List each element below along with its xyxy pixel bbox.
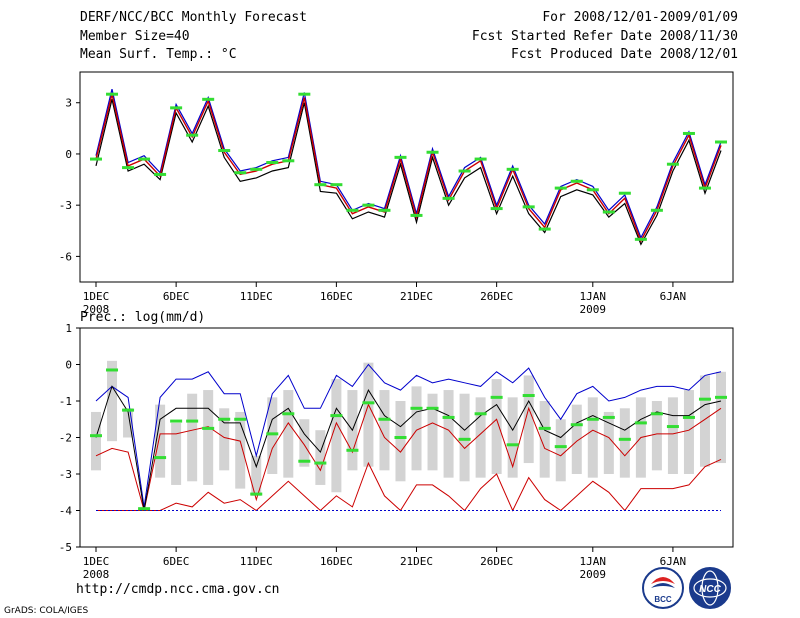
y-tick-label: 1 bbox=[65, 322, 72, 335]
prec-box bbox=[651, 401, 662, 471]
prec-box bbox=[475, 397, 486, 478]
prec-box bbox=[507, 397, 518, 478]
y-tick-label: 0 bbox=[65, 359, 72, 372]
header-period: For 2008/12/01-2009/01/09 bbox=[542, 10, 738, 25]
x-tick-label: 1DEC bbox=[83, 555, 110, 568]
x-tick-label: 21DEC bbox=[400, 555, 433, 568]
x-tick-label: 6DEC bbox=[163, 290, 190, 303]
precip-title: Prec.: log(mm/d) bbox=[80, 310, 206, 325]
header-title: DERF/NCC/BCC Monthly Forecast bbox=[80, 10, 307, 25]
y-tick-label: 3 bbox=[65, 97, 72, 110]
prec-box bbox=[219, 408, 230, 471]
y-tick-label: -4 bbox=[59, 505, 73, 518]
x-tick-label: 11DEC bbox=[240, 555, 273, 568]
prec-box bbox=[395, 401, 406, 482]
prec-box bbox=[427, 393, 438, 471]
prec-box bbox=[171, 422, 182, 485]
bcc-logo: BCC bbox=[642, 567, 684, 609]
prec-box bbox=[123, 408, 134, 438]
prec-box bbox=[459, 393, 470, 482]
prec-max-line bbox=[95, 363, 722, 507]
x-tick-label: 1JAN bbox=[580, 290, 607, 303]
prec-box bbox=[587, 397, 598, 478]
prec-box bbox=[203, 390, 214, 485]
prec-box bbox=[619, 408, 630, 478]
ncc-logo: NCC bbox=[689, 567, 731, 609]
logo-group: BCC NCC bbox=[642, 567, 731, 609]
x-tick-label: 26DEC bbox=[480, 555, 513, 568]
prec-box bbox=[187, 393, 198, 482]
temp-lower-line bbox=[95, 99, 722, 246]
prec-box bbox=[443, 390, 454, 478]
prec-box bbox=[539, 401, 550, 478]
x-tick-label: 16DEC bbox=[320, 290, 353, 303]
prec-box bbox=[699, 375, 710, 467]
prec-box bbox=[411, 386, 422, 471]
prec-box bbox=[299, 419, 310, 467]
x-tick-year: 2009 bbox=[580, 303, 607, 316]
prec-box bbox=[331, 379, 342, 493]
prec-box bbox=[523, 375, 534, 464]
prec-high-pct-line bbox=[95, 403, 722, 511]
x-tick-label: 16DEC bbox=[320, 555, 353, 568]
prec-box bbox=[91, 411, 101, 471]
x-tick-label: 6JAN bbox=[660, 290, 687, 303]
prec-mean-line bbox=[95, 385, 722, 511]
header-start-date: Fcst Started Refer Date 2008/11/30 bbox=[471, 29, 738, 44]
y-tick-label: -1 bbox=[59, 395, 72, 408]
y-tick-label: -3 bbox=[59, 468, 72, 481]
footer-url[interactable]: http://cmdp.ncc.cma.gov.cn bbox=[76, 582, 280, 597]
prec-box bbox=[716, 371, 726, 464]
x-tick-year: 2009 bbox=[580, 568, 607, 581]
prec-box bbox=[107, 360, 118, 442]
x-tick-year: 2008 bbox=[83, 568, 110, 581]
temp-upper-line bbox=[95, 88, 722, 240]
prec-box bbox=[283, 390, 294, 478]
y-tick-label: 0 bbox=[65, 148, 72, 161]
y-tick-label: -6 bbox=[59, 250, 72, 263]
prec-box bbox=[363, 362, 374, 467]
prec-box bbox=[571, 404, 582, 474]
header-variable: Mean Surf. Temp.: °C bbox=[80, 47, 237, 62]
prec-box bbox=[667, 397, 678, 474]
header-member-size: Member Size=40 bbox=[80, 29, 190, 44]
prec-box bbox=[379, 390, 390, 471]
bcc-logo-text: BCC bbox=[654, 595, 672, 604]
prec-box bbox=[491, 379, 502, 474]
header-produced-date: Fcst Produced Date 2008/12/01 bbox=[511, 47, 738, 62]
prec-box bbox=[267, 397, 278, 474]
x-tick-year: 2008 bbox=[83, 303, 110, 316]
prec-box bbox=[315, 430, 326, 485]
prec-box bbox=[251, 455, 262, 496]
x-tick-label: 21DEC bbox=[400, 290, 433, 303]
x-tick-label: 11DEC bbox=[240, 290, 273, 303]
y-tick-label: -5 bbox=[59, 541, 72, 554]
prec-box bbox=[235, 411, 246, 489]
x-tick-label: 6DEC bbox=[163, 555, 190, 568]
x-tick-label: 1DEC bbox=[83, 290, 110, 303]
prec-box bbox=[155, 404, 166, 478]
y-tick-label: -2 bbox=[59, 432, 72, 445]
prec-box bbox=[555, 419, 566, 482]
x-tick-label: 6JAN bbox=[660, 555, 687, 568]
temp-mean-line bbox=[95, 94, 722, 243]
x-tick-label: 1JAN bbox=[580, 555, 607, 568]
x-tick-label: 26DEC bbox=[480, 290, 513, 303]
ncc-logo-text: NCC bbox=[699, 584, 721, 595]
prec-low-pct-line bbox=[96, 458, 722, 512]
y-tick-label: -3 bbox=[59, 199, 72, 212]
prec-box bbox=[603, 411, 614, 474]
prec-box bbox=[683, 390, 694, 474]
grads-credit: GrADS: COLA/IGES bbox=[4, 606, 89, 616]
